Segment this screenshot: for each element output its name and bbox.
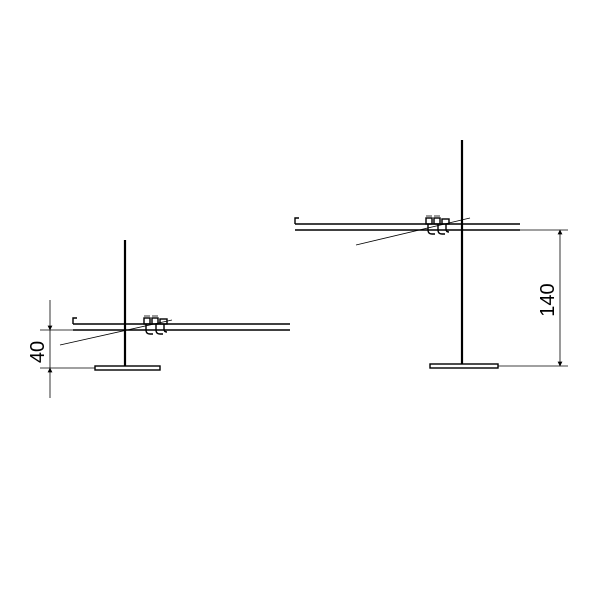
right-lead-line <box>356 218 470 245</box>
dimension-40-label: 40 <box>27 341 49 363</box>
technical-drawing: 40 140 <box>0 0 600 600</box>
dimension-140-label: 140 <box>537 283 559 316</box>
left-clip-icon <box>144 316 167 334</box>
left-rail-flange <box>73 318 77 324</box>
left-assembly <box>60 240 290 370</box>
right-rail-flange <box>295 218 299 224</box>
right-clip-icon <box>426 216 449 234</box>
right-assembly <box>295 140 520 368</box>
dimension-140: 140 <box>498 230 568 366</box>
dimension-40: 40 <box>27 300 95 398</box>
left-foot-plate <box>95 366 160 370</box>
right-foot-plate <box>430 364 498 368</box>
